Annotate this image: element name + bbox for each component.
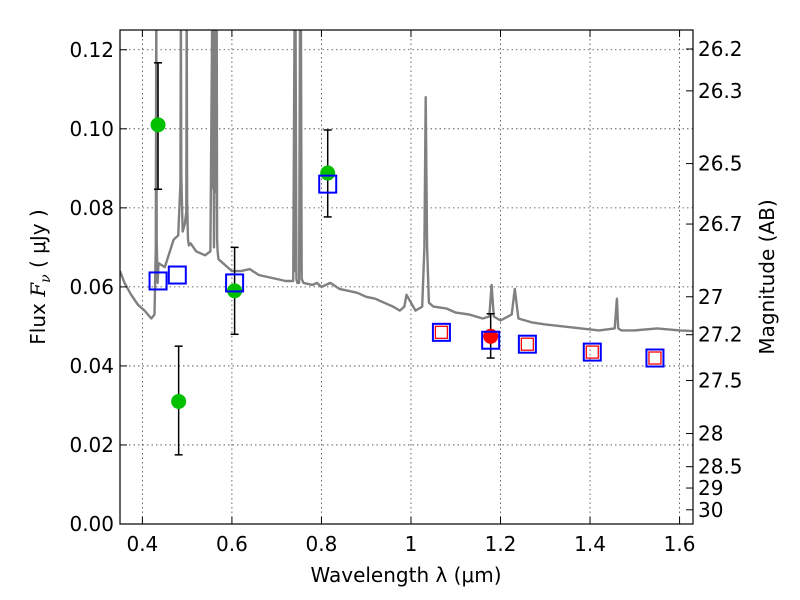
model-point <box>517 334 537 354</box>
model-point-inner <box>434 325 449 339</box>
y-axis-title-unit: ( μJy ) <box>26 209 50 274</box>
model-sed-line <box>120 30 693 333</box>
axis-labels: 0.4 0.6 0.8 1 1.2 1.4 1.6 0.00 0.02 0.04 0.06 0.08 0… <box>69 37 742 556</box>
y-tick-label: 0.00 <box>69 512 114 536</box>
model-point <box>645 348 665 368</box>
y-tick-label: 0.06 <box>69 275 114 299</box>
y-axis-title-variable: F <box>26 282 50 298</box>
data-point <box>150 117 166 133</box>
x-tick-label: 0.6 <box>216 532 248 556</box>
model-point-inner <box>520 337 535 351</box>
y-tick-label: 0.04 <box>69 354 114 378</box>
y2-tick-label: 26.3 <box>698 79 743 103</box>
y2-tick-label: 28 <box>698 421 723 445</box>
y2-tick-label: 26.7 <box>698 212 743 236</box>
y2-tick-label: 30 <box>698 498 723 522</box>
model-point <box>582 342 602 362</box>
model-point <box>167 265 187 285</box>
x-tick-label: 1.6 <box>664 532 696 556</box>
plot-frame <box>119 29 694 525</box>
y2-tick-label: 29 <box>698 476 723 500</box>
y2-tick-label: 27.2 <box>698 323 743 347</box>
y-axis-title-subscript: ν <box>38 274 54 283</box>
x-tick-label: 1 <box>405 532 418 556</box>
model-point-inner <box>648 351 662 365</box>
y2-tick-label: 27 <box>698 285 723 309</box>
y-axis-title-prefix: Flux <box>26 297 50 345</box>
x-axis-title: Wavelength λ (μm) <box>310 563 501 587</box>
axis-ticks <box>120 30 693 525</box>
x-tick-label: 1.2 <box>485 532 517 556</box>
y2-axis-title: Magnitude (AB) <box>755 199 779 354</box>
plot-area <box>120 30 693 456</box>
x-tick-label: 0.8 <box>306 532 338 556</box>
y-axis-title: Flux Fν ( μJy ) <box>26 209 54 344</box>
model-point <box>318 174 338 194</box>
y2-tick-label: 27.5 <box>698 369 743 393</box>
model-point <box>481 330 501 350</box>
data-point <box>171 393 187 409</box>
y-tick-label: 0.12 <box>69 38 114 62</box>
model-point <box>148 271 168 291</box>
data-point <box>320 165 336 181</box>
model-point <box>225 273 245 293</box>
y2-tick-label: 28.5 <box>698 455 743 479</box>
y2-tick-label: 26.5 <box>698 152 743 176</box>
x-tick-label: 0.4 <box>126 532 158 556</box>
x-tick-label: 1.4 <box>574 532 606 556</box>
y-tick-label: 0.02 <box>69 433 114 457</box>
y-tick-label: 0.10 <box>69 117 114 141</box>
model-point <box>431 322 451 342</box>
y-tick-label: 0.08 <box>69 196 114 220</box>
model-point-inner <box>585 345 599 359</box>
y2-tick-label: 26.2 <box>698 37 743 61</box>
